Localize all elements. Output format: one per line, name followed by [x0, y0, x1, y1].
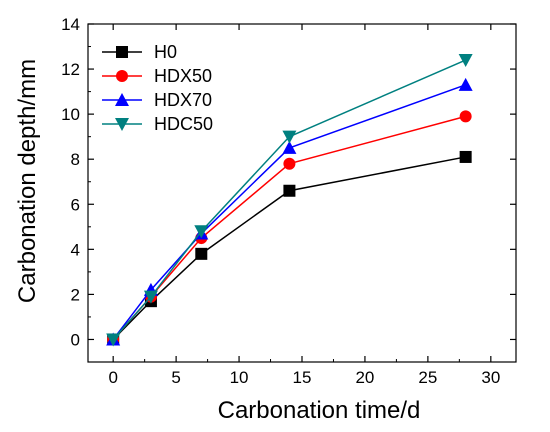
plot-frame — [87, 23, 517, 363]
data-point-hdx70 — [282, 140, 297, 154]
x-tick-label: 0 — [108, 368, 117, 387]
data-point-h0 — [459, 150, 472, 163]
data-point-h0 — [283, 184, 296, 197]
legend-marker-hdx70 — [115, 93, 129, 106]
x-tick-label: 10 — [230, 368, 249, 387]
data-point-h0 — [195, 247, 208, 260]
y-tick-label: 10 — [61, 105, 80, 124]
y-tick-label: 4 — [71, 240, 80, 259]
data-point-hdx50 — [459, 110, 472, 123]
x-tick-label: 30 — [481, 368, 500, 387]
legend-marker-hdc50 — [115, 118, 129, 131]
y-tick-label: 0 — [71, 330, 80, 349]
data-point-hdc50 — [194, 225, 209, 239]
x-tick-label: 25 — [418, 368, 437, 387]
legend-marker-hdx50 — [116, 70, 128, 82]
data-point-hdx70 — [458, 77, 473, 91]
y-axis-title: Carbonation depth/mm — [14, 59, 41, 303]
series-line-h0 — [112, 156, 466, 340]
legend-label-hdx50: HDX50 — [154, 66, 212, 86]
legend-label-hdc50: HDC50 — [154, 114, 213, 134]
y-tick-label: 8 — [71, 150, 80, 169]
y-tick-label: 2 — [71, 285, 80, 304]
data-point-hdc50 — [106, 333, 121, 347]
legend-label-h0: H0 — [154, 42, 177, 62]
y-tick-label: 14 — [61, 15, 80, 34]
data-point-hdc50 — [143, 290, 158, 304]
x-axis-title: Carbonation time/d — [218, 397, 421, 424]
data-point-hdc50 — [282, 130, 297, 144]
data-point-hdc50 — [458, 54, 473, 68]
x-tick-label: 15 — [293, 368, 312, 387]
y-tick-label: 6 — [71, 195, 80, 214]
legend-marker-h0 — [116, 46, 128, 58]
data-point-hdx50 — [283, 157, 296, 170]
legend-label-hdx70: HDX70 — [154, 90, 212, 110]
y-tick-label: 12 — [61, 60, 80, 79]
x-tick-label: 5 — [171, 368, 180, 387]
x-tick-label: 20 — [355, 368, 374, 387]
legend: H0 HDX50 HDX70 HDC50 — [102, 42, 213, 134]
